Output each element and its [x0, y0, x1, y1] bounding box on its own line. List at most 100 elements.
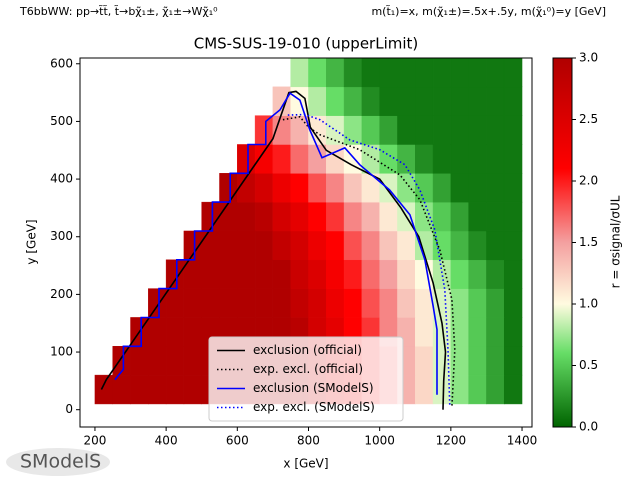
heat-cell [415, 374, 434, 405]
contour-line [114, 92, 438, 395]
heat-cell [219, 288, 238, 318]
plot-frame [79, 57, 533, 428]
heat-cell [503, 144, 523, 174]
heat-cell [254, 259, 274, 289]
heat-cell [379, 58, 398, 88]
heat-cell [290, 201, 309, 232]
heat-cell [415, 317, 434, 347]
logo: SModelS [6, 448, 110, 476]
heat-cell [415, 201, 434, 232]
heat-cell [254, 230, 274, 261]
heat-cell [397, 259, 416, 289]
y-tick-label: 100 [50, 345, 73, 359]
heat-cell [343, 173, 363, 203]
heat-cell [326, 259, 345, 289]
heat-cell [361, 259, 380, 289]
heat-cell [254, 144, 274, 174]
heat-cell [237, 201, 256, 232]
heat-cell [415, 58, 434, 88]
heat-cell [361, 201, 380, 232]
heat-cell [503, 317, 523, 347]
heat-cell [308, 230, 327, 261]
heat-cell [361, 58, 380, 88]
heat-cell [486, 173, 505, 203]
heat-cell [486, 86, 505, 116]
heat-cell [503, 346, 523, 376]
heat-cell [468, 230, 487, 261]
heat-cell [415, 115, 434, 145]
heat-cell [486, 201, 505, 232]
heat-cell [450, 144, 469, 174]
heat-cell [308, 173, 327, 203]
heat-cell [361, 115, 380, 145]
y-tick-label: 500 [50, 114, 73, 128]
heat-cell [183, 374, 202, 405]
chart-title: CMS-SUS-19-010 (upperLimit) [194, 35, 419, 53]
legend-label: exp. excl. (official) [253, 362, 363, 376]
heat-cell [432, 346, 452, 376]
heat-cell [165, 317, 185, 347]
heat-cell [343, 86, 363, 116]
x-tick-label: 400 [155, 434, 178, 448]
heat-cell [343, 230, 363, 261]
heat-cell [201, 230, 220, 261]
heat-cell [503, 259, 523, 289]
heat-cell [308, 201, 327, 232]
heat-cell [254, 201, 274, 232]
heat-cell [201, 288, 220, 318]
heat-cell [272, 173, 291, 203]
heat-cell [486, 259, 505, 289]
y-tick-label: 400 [50, 172, 73, 186]
colorbar-label: r = σsignal/σUL [609, 195, 623, 288]
heat-cell [201, 201, 220, 232]
heat-cell [219, 230, 238, 261]
heat-cell [468, 115, 487, 145]
colorbar [552, 57, 573, 428]
heat-cell [290, 58, 309, 88]
heat-cell [450, 201, 469, 232]
heat-cell [148, 317, 167, 347]
heat-cell [450, 58, 469, 88]
heat-cell [290, 173, 309, 203]
heat-cell [308, 115, 327, 145]
heat-cell [272, 288, 291, 318]
heat-cell [468, 144, 487, 174]
x-tick-label: 1400 [507, 434, 538, 448]
heat-cell [272, 144, 291, 174]
heat-cell [486, 317, 505, 347]
logo-text: SModelS [20, 451, 101, 473]
heat-cell [432, 115, 452, 145]
heat-cell [503, 86, 523, 116]
heat-cell [290, 144, 309, 174]
y-tick-label: 600 [50, 56, 73, 70]
heat-cell [468, 317, 487, 347]
heat-cell [290, 259, 309, 289]
heat-cell [343, 58, 363, 88]
heat-cell [379, 259, 398, 289]
colorbar-tick-label: 0.5 [579, 358, 598, 372]
heat-cell [503, 201, 523, 232]
heat-cell [432, 144, 452, 174]
heat-cell [450, 86, 469, 116]
heat-cell [308, 288, 327, 318]
colorbar-tick-label: 2.0 [579, 174, 598, 188]
heat-cell [450, 317, 469, 347]
colorbar-tick-label: 1.0 [579, 297, 598, 311]
legend-label: exclusion (SModelS) [253, 381, 374, 395]
heat-cell [219, 259, 238, 289]
heat-cell [503, 230, 523, 261]
heat-cell [326, 230, 345, 261]
heat-cell [165, 346, 185, 376]
heat-cell [272, 201, 291, 232]
heat-cell [272, 230, 291, 261]
header-right: m(t̃₁)=x, m(χ̃₁±)=.5x+.5y, m(χ̃₁⁰)=y [Ge… [371, 5, 606, 18]
heat-cell [432, 58, 452, 88]
legend: exclusion (official) exp. excl. (official… [208, 336, 404, 422]
heat-cell [165, 288, 185, 318]
heat-cell [415, 346, 434, 376]
heat-cell [148, 288, 167, 318]
heat-cell [486, 115, 505, 145]
heat-cell [450, 259, 469, 289]
heat-cell [183, 317, 202, 347]
heat-cell [432, 173, 452, 203]
